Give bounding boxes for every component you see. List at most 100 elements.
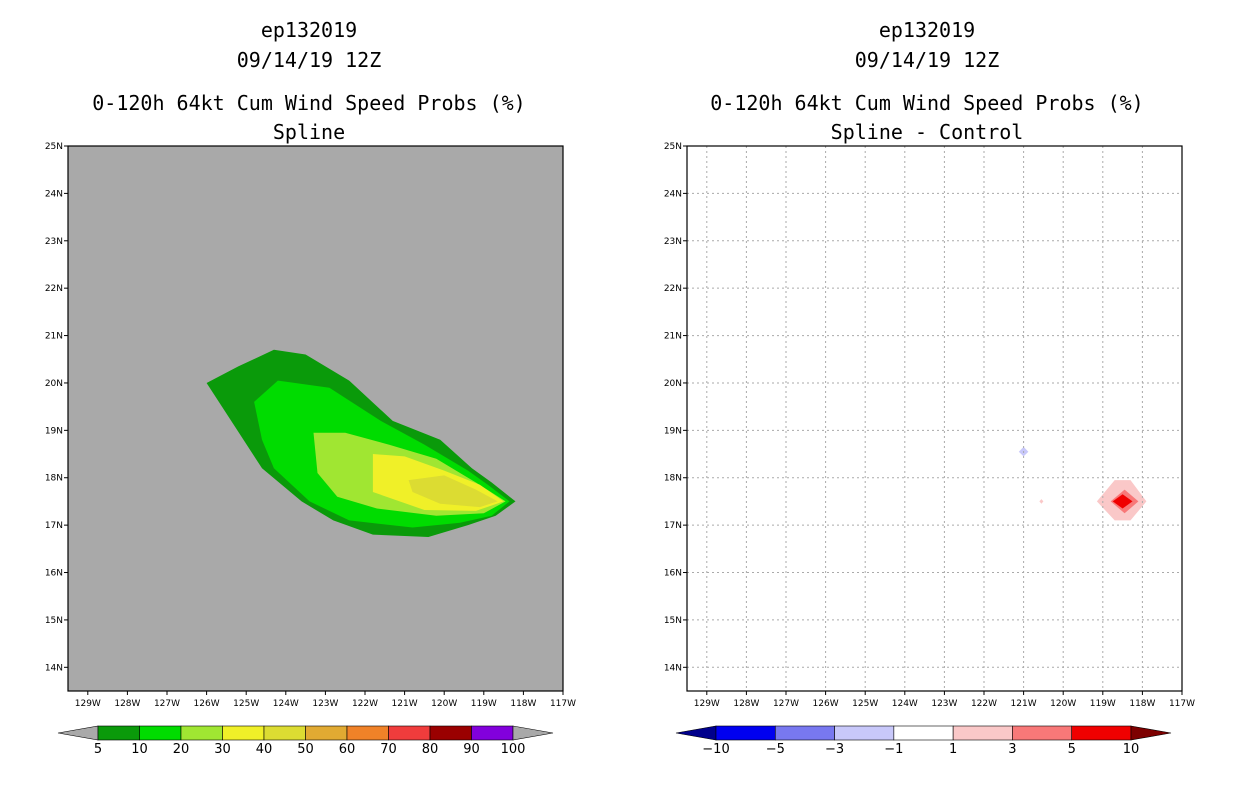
colorbar-segment bbox=[774, 725, 835, 741]
y-tick-label: 25N bbox=[45, 142, 63, 152]
colorbar-low-arrow bbox=[57, 725, 99, 741]
colorbar-label: 5 bbox=[1068, 742, 1076, 757]
x-tick-label: 128W bbox=[114, 699, 140, 709]
colorbar-segment bbox=[715, 725, 776, 741]
y-tick-label: 23N bbox=[45, 237, 63, 247]
x-tick-label: 118W bbox=[510, 699, 536, 709]
colorbar-segment bbox=[893, 725, 954, 741]
x-tick-label: 127W bbox=[773, 699, 799, 709]
left-title-line-1: ep132019 bbox=[261, 18, 357, 42]
contour-level-1-3 bbox=[1039, 499, 1044, 504]
x-tick-label: 123W bbox=[931, 699, 957, 709]
colorbar-label: 100 bbox=[501, 742, 526, 757]
x-tick-label: 117W bbox=[1169, 699, 1195, 709]
colorbar-label: 80 bbox=[422, 742, 439, 757]
left-map-panel: 129W 128W 127W 126W 125W 124W 123W 122W 121W 120W… bbox=[45, 142, 576, 709]
x-tick-label: 121W bbox=[392, 699, 418, 709]
colorbar-segment bbox=[180, 725, 223, 741]
x-tick-label: 121W bbox=[1011, 699, 1037, 709]
colorbar-segment bbox=[834, 725, 895, 741]
right-title-line-1: ep132019 bbox=[879, 18, 975, 42]
colorbar-label: 3 bbox=[1008, 742, 1016, 757]
right-title-line-2: 09/14/19 12Z bbox=[855, 48, 1000, 72]
x-tick-label: 122W bbox=[971, 699, 997, 709]
colorbar-label: 50 bbox=[297, 742, 314, 757]
x-tick-label: 125W bbox=[852, 699, 878, 709]
colorbar-high-arrow bbox=[1130, 725, 1172, 741]
colorbar-segment bbox=[1071, 725, 1132, 741]
left-title-block: ep132019 09/14/19 12Z 0-120h 64kt Cum Wi… bbox=[92, 18, 525, 144]
x-tick-label: 125W bbox=[233, 699, 259, 709]
x-tick-label: 120W bbox=[431, 699, 457, 709]
colorbar-segment bbox=[1012, 725, 1073, 741]
x-tick-label: 128W bbox=[733, 699, 759, 709]
right-title-line-4: Spline - Control bbox=[831, 120, 1024, 144]
colorbar-label: −5 bbox=[766, 742, 785, 757]
contour-level-5-2 bbox=[1112, 494, 1133, 509]
left-title-line-3: 0-120h 64kt Cum Wind Speed Probs (%) bbox=[92, 91, 525, 115]
colorbar-low-arrow bbox=[675, 725, 717, 741]
x-tick-label: 119W bbox=[1090, 699, 1116, 709]
colorbar-segment bbox=[952, 725, 1013, 741]
y-tick-label: 18N bbox=[45, 474, 63, 484]
colorbar-label: −1 bbox=[884, 742, 903, 757]
y-tick-label: 17N bbox=[45, 521, 63, 531]
colorbar-segment bbox=[139, 725, 182, 741]
x-tick-label: 126W bbox=[813, 699, 839, 709]
y-tick-label: 19N bbox=[664, 426, 682, 436]
colorbar-segment bbox=[388, 725, 431, 741]
y-tick-label: 24N bbox=[664, 189, 682, 199]
y-tick-label: 17N bbox=[664, 521, 682, 531]
contour-level-40-4 bbox=[408, 475, 498, 508]
y-tick-label: 19N bbox=[45, 426, 63, 436]
y-tick-label: 22N bbox=[45, 284, 63, 294]
colorbar-label: 70 bbox=[380, 742, 397, 757]
x-tick-label: 129W bbox=[694, 699, 720, 709]
right-title-line-3: 0-120h 64kt Cum Wind Speed Probs (%) bbox=[710, 91, 1143, 115]
x-tick-label: 122W bbox=[352, 699, 378, 709]
colorbar-label: 30 bbox=[214, 742, 231, 757]
y-tick-label: 23N bbox=[664, 237, 682, 247]
y-tick-label: 25N bbox=[664, 142, 682, 152]
y-tick-label: 20N bbox=[45, 379, 63, 389]
y-tick-label: 15N bbox=[664, 616, 682, 626]
x-tick-label: 120W bbox=[1050, 699, 1076, 709]
colorbar-segment bbox=[471, 725, 514, 741]
y-tick-label: 16N bbox=[45, 569, 63, 579]
x-tick-label: 129W bbox=[75, 699, 101, 709]
y-tick-label: 14N bbox=[664, 663, 682, 673]
colorbar-segment bbox=[97, 725, 140, 741]
y-tick-label: 24N bbox=[45, 189, 63, 199]
colorbar-label: 10 bbox=[1123, 742, 1140, 757]
right-colorbar: −10 −5 −3 −1 1 3 5 10 bbox=[675, 725, 1172, 757]
colorbar-segment bbox=[222, 725, 265, 741]
x-tick-label: 117W bbox=[550, 699, 576, 709]
plot-frame bbox=[67, 145, 564, 692]
y-tick-label: 18N bbox=[664, 474, 682, 484]
left-colorbar: 5 10 20 30 40 50 60 70 80 90 100 bbox=[57, 725, 554, 757]
colorbar-segment bbox=[429, 725, 472, 741]
y-tick-label: 15N bbox=[45, 616, 63, 626]
colorbar-label: 90 bbox=[463, 742, 480, 757]
x-tick-label: 124W bbox=[892, 699, 918, 709]
colorbar-high-arrow bbox=[512, 725, 554, 741]
colorbar-label: −10 bbox=[702, 742, 729, 757]
x-tick-label: 126W bbox=[194, 699, 220, 709]
x-tick-label: 123W bbox=[312, 699, 338, 709]
plot-background bbox=[687, 146, 1182, 691]
colorbar-label: −3 bbox=[825, 742, 844, 757]
plot-frame bbox=[686, 145, 1183, 692]
y-tick-label: 21N bbox=[45, 332, 63, 342]
colorbar-label: 1 bbox=[949, 742, 957, 757]
y-tick-label: 22N bbox=[664, 284, 682, 294]
y-tick-label: 14N bbox=[45, 663, 63, 673]
colorbar-label: 10 bbox=[131, 742, 148, 757]
right-title-block: ep132019 09/14/19 12Z 0-120h 64kt Cum Wi… bbox=[710, 18, 1143, 144]
colorbar-label: 5 bbox=[94, 742, 102, 757]
y-tick-label: 21N bbox=[664, 332, 682, 342]
colorbar-label: 40 bbox=[256, 742, 273, 757]
x-tick-label: 127W bbox=[154, 699, 180, 709]
colorbar-segment bbox=[263, 725, 306, 741]
colorbar-segment bbox=[346, 725, 389, 741]
